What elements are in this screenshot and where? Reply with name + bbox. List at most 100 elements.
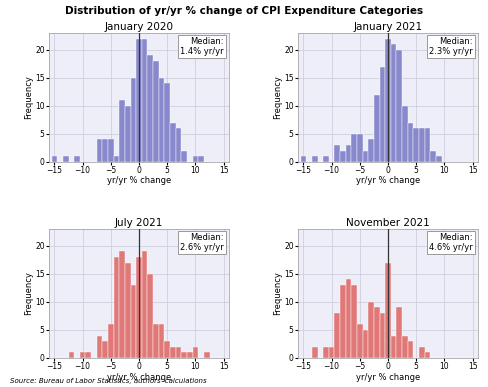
Bar: [164, 83, 170, 162]
Bar: [385, 38, 391, 162]
Title: January 2021: January 2021: [353, 22, 423, 32]
Bar: [182, 353, 187, 358]
Bar: [346, 279, 351, 358]
Bar: [329, 347, 334, 358]
Bar: [52, 156, 57, 162]
Bar: [85, 353, 91, 358]
Bar: [102, 139, 108, 162]
Bar: [334, 313, 340, 358]
Bar: [380, 313, 385, 358]
Bar: [159, 78, 164, 162]
Bar: [164, 341, 170, 358]
Bar: [402, 336, 408, 358]
Bar: [182, 151, 187, 162]
Y-axis label: Frequency: Frequency: [274, 272, 283, 315]
Bar: [131, 285, 136, 358]
Bar: [108, 139, 114, 162]
Bar: [419, 128, 425, 162]
Bar: [346, 145, 351, 162]
Bar: [159, 324, 164, 358]
Text: Median:
2.3% yr/yr: Median: 2.3% yr/yr: [429, 37, 473, 56]
Title: November 2021: November 2021: [346, 218, 430, 228]
Bar: [312, 156, 318, 162]
Bar: [97, 336, 102, 358]
Y-axis label: Frequency: Frequency: [24, 75, 34, 119]
Bar: [147, 55, 153, 162]
Bar: [413, 128, 419, 162]
Y-axis label: Frequency: Frequency: [24, 272, 34, 315]
Bar: [114, 257, 119, 358]
Bar: [193, 347, 198, 358]
Bar: [131, 78, 136, 162]
X-axis label: yr/yr % change: yr/yr % change: [107, 176, 171, 185]
Bar: [136, 38, 142, 162]
Bar: [323, 347, 329, 358]
Y-axis label: Frequency: Frequency: [274, 75, 283, 119]
Bar: [357, 134, 363, 162]
Bar: [374, 94, 380, 162]
Bar: [419, 347, 425, 358]
Bar: [396, 50, 402, 162]
Bar: [363, 151, 368, 162]
Text: Distribution of yr/yr % change of CPI Expenditure Categories: Distribution of yr/yr % change of CPI Ex…: [65, 6, 423, 16]
Bar: [63, 156, 68, 162]
Bar: [142, 38, 147, 162]
Bar: [153, 324, 159, 358]
Bar: [425, 128, 430, 162]
Bar: [119, 252, 125, 358]
Title: January 2020: January 2020: [104, 22, 174, 32]
Bar: [108, 324, 114, 358]
Title: July 2021: July 2021: [115, 218, 163, 228]
Bar: [301, 156, 306, 162]
Bar: [74, 156, 80, 162]
Bar: [102, 341, 108, 358]
Bar: [193, 156, 198, 162]
Bar: [391, 336, 396, 358]
Bar: [396, 308, 402, 358]
Bar: [114, 156, 119, 162]
Bar: [204, 353, 209, 358]
Bar: [391, 44, 396, 162]
Bar: [357, 324, 363, 358]
Bar: [68, 353, 74, 358]
Text: Median:
1.4% yr/yr: Median: 1.4% yr/yr: [180, 37, 224, 56]
Bar: [136, 257, 142, 358]
Bar: [176, 128, 182, 162]
Bar: [374, 308, 380, 358]
Bar: [436, 156, 442, 162]
Bar: [170, 123, 176, 162]
Bar: [323, 156, 329, 162]
Bar: [340, 151, 346, 162]
X-axis label: yr/yr % change: yr/yr % change: [356, 176, 420, 185]
Bar: [125, 263, 131, 358]
Bar: [142, 252, 147, 358]
Bar: [368, 302, 374, 358]
Bar: [334, 145, 340, 162]
Bar: [402, 106, 408, 162]
Bar: [368, 139, 374, 162]
Bar: [380, 67, 385, 162]
Bar: [125, 106, 131, 162]
X-axis label: yr/yr % change: yr/yr % change: [107, 373, 171, 382]
Bar: [147, 274, 153, 358]
Text: Median:
2.6% yr/yr: Median: 2.6% yr/yr: [180, 233, 224, 252]
Bar: [408, 123, 413, 162]
Bar: [198, 156, 204, 162]
Bar: [176, 347, 182, 358]
Bar: [187, 353, 193, 358]
Bar: [312, 347, 318, 358]
Bar: [351, 285, 357, 358]
Bar: [119, 100, 125, 162]
Bar: [430, 151, 436, 162]
Bar: [97, 139, 102, 162]
Bar: [408, 341, 413, 358]
Bar: [385, 263, 391, 358]
Bar: [153, 61, 159, 162]
Text: Median:
4.6% yr/yr: Median: 4.6% yr/yr: [429, 233, 473, 252]
Bar: [425, 353, 430, 358]
X-axis label: yr/yr % change: yr/yr % change: [356, 373, 420, 382]
Bar: [170, 347, 176, 358]
Bar: [340, 285, 346, 358]
Text: Source: Bureau of Labor Statistics, authors' calculations: Source: Bureau of Labor Statistics, auth…: [10, 378, 206, 384]
Bar: [363, 330, 368, 358]
